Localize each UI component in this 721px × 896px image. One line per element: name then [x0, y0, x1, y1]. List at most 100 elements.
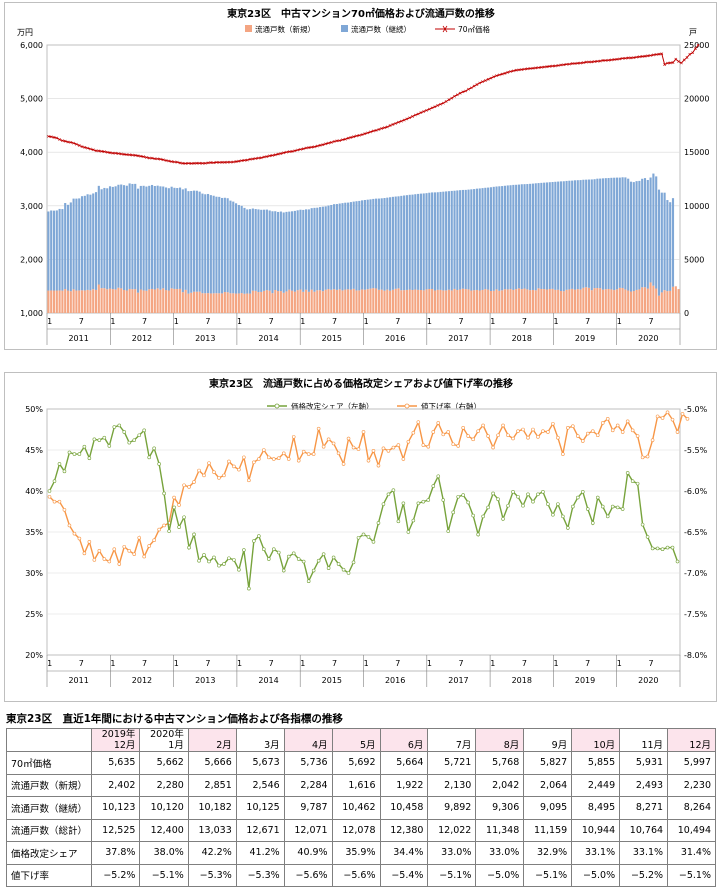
table-cell: 5,855	[571, 751, 621, 775]
price-point	[500, 72, 504, 76]
price-point	[293, 149, 297, 153]
revision-share-point	[426, 498, 431, 502]
table-row: 価格改定シェア 37.8% 38.0% 42.2% 41.2% 40.9% 35.9% 34.…	[5, 841, 716, 865]
table-cell: −5.3%	[187, 863, 237, 887]
month-tick-label: 7	[585, 317, 590, 326]
price-point	[357, 133, 361, 137]
right-tick-label: -5.0%	[684, 405, 708, 414]
revision-share-point	[341, 567, 346, 572]
discount-rate-point	[600, 421, 605, 425]
price-point	[567, 62, 571, 66]
bar-continued-listings	[655, 176, 658, 289]
month-tick-label: 7	[332, 659, 337, 668]
bar-continued-listings	[94, 192, 98, 290]
price-point	[579, 61, 582, 65]
year-label: 2016	[385, 676, 405, 685]
discount-rate-point	[252, 460, 256, 465]
price-point	[693, 47, 697, 51]
discount-rate-point	[82, 551, 87, 556]
table-cell: −5.1%	[667, 863, 716, 887]
bar-continued-listings	[517, 184, 521, 289]
bar-continued-listings	[571, 180, 574, 289]
bar-new-listings	[100, 288, 103, 313]
revision-share-point	[665, 545, 670, 550]
bar-new-listings	[489, 291, 493, 313]
revision-share-point	[326, 566, 331, 570]
price-point	[598, 59, 602, 63]
left-tick-label: 45%	[25, 446, 43, 455]
price-point	[562, 63, 566, 67]
price-point	[609, 58, 613, 62]
revision-share-point	[366, 535, 371, 539]
revision-share-point	[72, 452, 77, 456]
table-cell: 2,280	[139, 773, 189, 797]
price-point	[97, 149, 101, 153]
price-point	[581, 61, 585, 65]
bar-continued-listings	[274, 211, 277, 291]
price-point	[601, 59, 605, 62]
bar-continued-listings	[164, 187, 168, 291]
table-cell: 38.0%	[139, 841, 189, 865]
right-tick-label: 25000	[684, 41, 709, 50]
bar-new-listings	[436, 289, 439, 313]
left-tick-label: 35%	[25, 528, 43, 537]
month-tick-label: 7	[459, 659, 464, 668]
legend-marker	[442, 25, 448, 33]
revision-share-point	[660, 547, 665, 552]
price-point	[206, 161, 210, 165]
bar-continued-listings	[125, 185, 128, 291]
price-point	[671, 61, 675, 64]
bar-continued-listings	[232, 201, 235, 294]
table-cell: 9,787	[283, 796, 333, 820]
bar-new-listings	[282, 292, 285, 313]
bar-new-listings	[257, 292, 260, 313]
price-point	[173, 160, 176, 164]
discount-rate-point	[571, 424, 575, 429]
bar-continued-listings	[599, 178, 602, 289]
bar-continued-listings	[330, 204, 333, 290]
price-point	[131, 153, 134, 157]
table-cell: 33.0%	[475, 841, 525, 865]
price-point	[58, 138, 62, 141]
price-point	[593, 60, 596, 63]
discount-rate-point	[595, 433, 600, 438]
price-point	[203, 161, 207, 165]
bar-continued-listings	[198, 191, 201, 292]
bar-new-listings	[204, 293, 207, 313]
discount-rate-point	[426, 444, 431, 449]
month-tick-label: 7	[395, 317, 400, 326]
discount-rate-point	[207, 461, 211, 465]
bar-new-listings	[666, 291, 669, 313]
bar-continued-listings	[248, 209, 252, 294]
table-cell: 10,125	[235, 796, 285, 820]
price-point	[682, 58, 686, 62]
table-cell: 11,348	[475, 818, 525, 842]
price-point	[691, 51, 695, 55]
bar-continued-listings	[495, 186, 498, 290]
price-point	[433, 105, 437, 109]
bar-new-listings	[240, 293, 243, 313]
discount-rate-point	[421, 443, 426, 447]
bar-new-listings	[361, 289, 364, 313]
bar-new-listings	[638, 289, 641, 313]
bar-continued-listings	[100, 189, 103, 289]
month-tick-label: 1	[174, 659, 179, 668]
bar-continued-listings	[629, 181, 633, 292]
price-point	[86, 146, 90, 150]
bar-new-listings	[66, 290, 70, 313]
bar-new-listings	[503, 289, 507, 313]
discount-rate-point	[665, 410, 670, 415]
price-point	[299, 147, 302, 151]
bar-continued-listings	[319, 207, 322, 291]
bar-continued-listings	[324, 206, 327, 290]
bar-new-listings	[526, 289, 529, 313]
table-cell: 32.9%	[523, 841, 573, 865]
price-point	[187, 161, 190, 165]
discount-rate-point	[605, 417, 610, 421]
header-month: 3月	[264, 740, 280, 751]
month-tick-label: 1	[490, 659, 495, 668]
bar-new-listings	[153, 289, 156, 313]
bar-new-listings	[333, 289, 336, 313]
price-point	[430, 106, 434, 110]
price-point	[587, 60, 591, 64]
